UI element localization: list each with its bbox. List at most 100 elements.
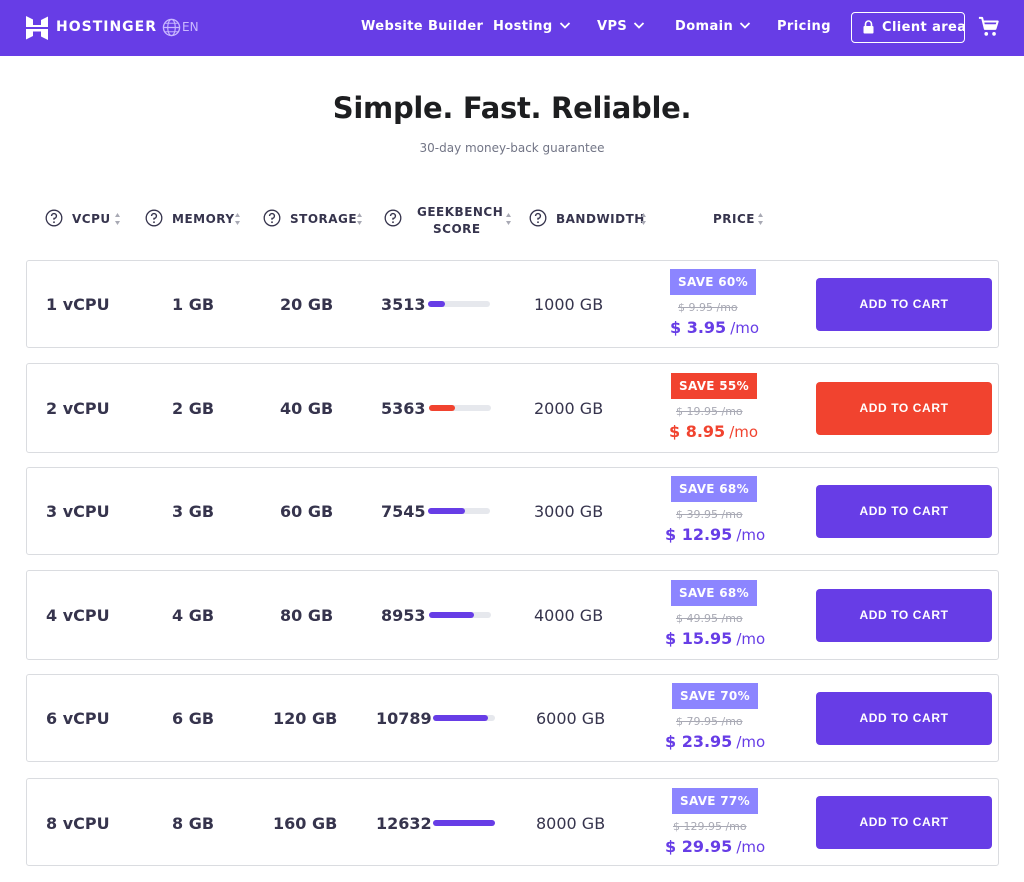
plan-storage: 160 GB — [273, 814, 338, 833]
plan-score: 8953 — [381, 606, 426, 625]
sort-icon[interactable] — [234, 212, 241, 226]
current-price: $ 3.95/mo — [670, 318, 759, 337]
nav-label: Website Builder — [361, 19, 484, 34]
old-price: $ 19.95 /mo — [676, 405, 743, 418]
nav-pricing[interactable]: Pricing — [777, 19, 831, 34]
column-price[interactable]: PRICE — [713, 212, 756, 226]
plan-vcpu: 3 vCPU — [46, 502, 110, 521]
plan-storage: 120 GB — [273, 709, 338, 728]
save-badge: SAVE 68% — [671, 580, 757, 606]
plan-bandwidth: 1000 GB — [534, 295, 604, 314]
price-amount: $ 29.95 — [665, 837, 733, 856]
price-amount: $ 8.95 — [669, 422, 726, 441]
brand-name[interactable]: HOSTINGER — [56, 19, 158, 35]
price-amount: $ 12.95 — [665, 525, 733, 544]
language-selector[interactable]: EN — [182, 20, 199, 34]
nav-website-builder[interactable]: Website Builder — [361, 19, 483, 34]
sort-icon[interactable] — [114, 212, 121, 226]
save-badge: SAVE 70% — [672, 683, 758, 709]
price-unit: /mo — [729, 423, 759, 441]
nav-label: Pricing — [777, 19, 831, 34]
hostinger-logo-icon[interactable] — [26, 16, 48, 40]
column-vcpu[interactable]: VCPU — [72, 212, 111, 226]
add-to-cart-button[interactable]: ADD TO CART — [816, 485, 992, 538]
add-to-cart-button[interactable]: ADD TO CART — [816, 382, 992, 435]
help-icon[interactable] — [384, 209, 402, 227]
client-area-button[interactable]: Client area — [851, 12, 966, 43]
plan-bandwidth: 4000 GB — [534, 606, 604, 625]
column-memory[interactable]: MEMORY — [172, 212, 235, 226]
add-to-cart-button[interactable]: ADD TO CART — [816, 692, 992, 745]
plan-bandwidth: 6000 GB — [536, 709, 606, 728]
plan-vcpu: 2 vCPU — [46, 399, 110, 418]
plan-memory: 6 GB — [172, 709, 215, 728]
column-bandwidth[interactable]: BANDWIDTH — [556, 212, 645, 226]
sort-icon[interactable] — [640, 212, 647, 226]
price-unit: /mo — [736, 526, 766, 544]
current-price: $ 15.95/mo — [665, 629, 765, 648]
page-subtitle: 30-day money-back guarantee — [419, 141, 605, 155]
plan-row: 1 vCPU 1 GB 20 GB 3513 1000 GB SAVE 60% … — [26, 260, 999, 348]
current-price: $ 29.95/mo — [665, 837, 765, 856]
plan-score: 7545 — [381, 502, 426, 521]
plan-score: 5363 — [381, 399, 426, 418]
score-bar — [433, 820, 495, 826]
chevron-down-icon — [634, 22, 645, 29]
chevron-down-icon — [559, 22, 570, 29]
score-bar — [429, 405, 491, 411]
plan-memory: 2 GB — [172, 399, 215, 418]
price-amount: $ 3.95 — [670, 318, 727, 337]
plan-storage: 60 GB — [280, 502, 334, 521]
sort-icon[interactable] — [505, 212, 512, 226]
nav-label: VPS — [597, 19, 628, 34]
score-bar-fill — [428, 301, 446, 307]
score-bar-fill — [433, 820, 495, 826]
nav-hosting[interactable]: Hosting — [493, 19, 571, 34]
save-badge: SAVE 77% — [672, 788, 758, 814]
column-geekbench-line2: SCORE — [433, 222, 481, 236]
help-icon[interactable] — [45, 209, 63, 227]
plan-vcpu: 4 vCPU — [46, 606, 110, 625]
score-bar — [428, 508, 490, 514]
add-to-cart-button[interactable]: ADD TO CART — [816, 796, 992, 849]
old-price: $ 9.95 /mo — [678, 301, 738, 314]
help-icon[interactable] — [263, 209, 281, 227]
help-icon[interactable] — [145, 209, 163, 227]
lock-icon — [863, 20, 874, 34]
plan-bandwidth: 2000 GB — [534, 399, 604, 418]
add-to-cart-button[interactable]: ADD TO CART — [816, 278, 992, 331]
globe-icon[interactable] — [162, 18, 181, 37]
top-nav: HOSTINGER EN Website Builder Hosting VPS… — [0, 0, 1024, 56]
save-badge: SAVE 60% — [670, 269, 756, 295]
plan-memory: 8 GB — [172, 814, 215, 833]
column-geekbench[interactable]: GEEKBENCH — [417, 205, 504, 219]
nav-vps[interactable]: VPS — [597, 19, 645, 34]
plan-row: 4 vCPU 4 GB 80 GB 8953 4000 GB SAVE 68% … — [26, 570, 999, 660]
nav-label: Domain — [675, 19, 734, 34]
shopping-cart-icon[interactable] — [978, 16, 1000, 38]
current-price: $ 12.95/mo — [665, 525, 765, 544]
score-bar-fill — [429, 405, 456, 411]
sort-icon[interactable] — [757, 212, 764, 226]
plan-score: 12632 — [376, 814, 432, 833]
sort-icon[interactable] — [356, 212, 363, 226]
plan-score: 3513 — [381, 295, 426, 314]
save-badge: SAVE 55% — [671, 373, 757, 399]
plan-memory: 1 GB — [172, 295, 215, 314]
price-unit: /mo — [736, 630, 766, 648]
score-bar — [433, 715, 495, 721]
plan-memory: 4 GB — [172, 606, 215, 625]
chevron-down-icon — [740, 22, 751, 29]
plan-row: 8 vCPU 8 GB 160 GB 12632 8000 GB SAVE 77… — [26, 778, 999, 866]
column-storage[interactable]: STORAGE — [290, 212, 358, 226]
price-unit: /mo — [736, 838, 766, 856]
current-price: $ 23.95/mo — [665, 732, 765, 751]
old-price: $ 39.95 /mo — [676, 508, 743, 521]
old-price: $ 129.95 /mo — [673, 820, 747, 833]
help-icon[interactable] — [529, 209, 547, 227]
plan-storage: 40 GB — [280, 399, 334, 418]
plan-bandwidth: 3000 GB — [534, 502, 604, 521]
nav-domain[interactable]: Domain — [675, 19, 751, 34]
old-price: $ 49.95 /mo — [676, 612, 743, 625]
add-to-cart-button[interactable]: ADD TO CART — [816, 589, 992, 642]
